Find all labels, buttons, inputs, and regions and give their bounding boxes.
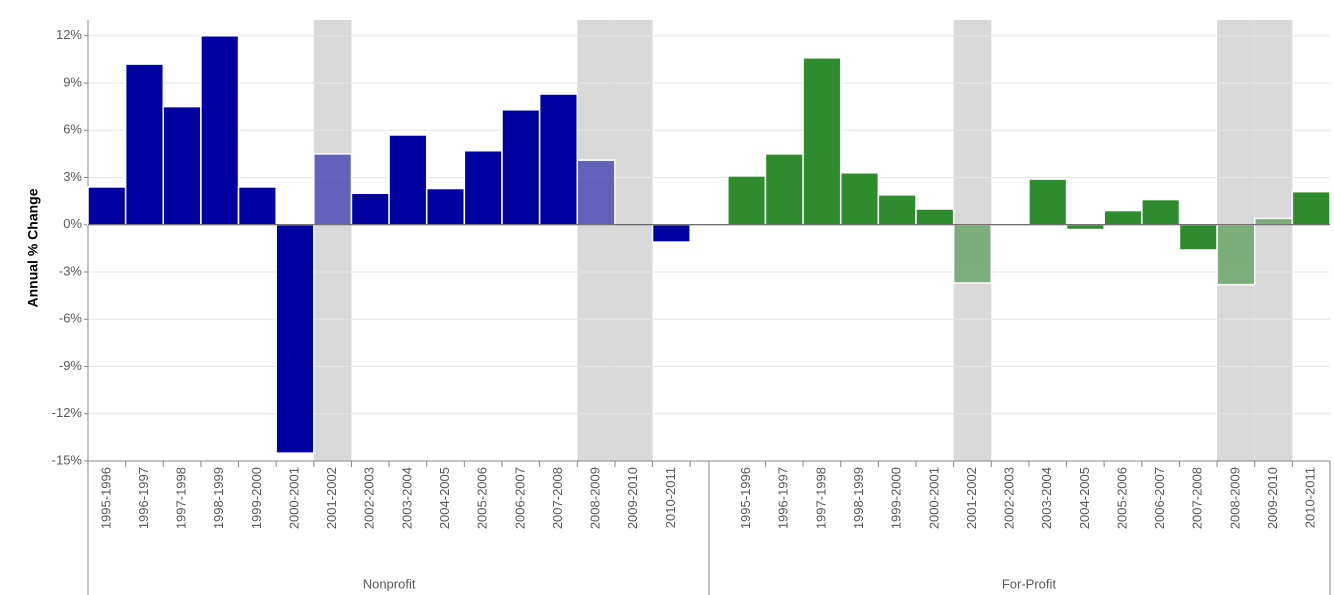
group-label: For-Profit [1002, 576, 1057, 591]
recession-shade [614, 20, 653, 461]
x-tick-label: 2004-2005 [1077, 467, 1092, 529]
bar [501, 109, 541, 226]
bar [313, 153, 353, 226]
y-tick-label: 6% [63, 122, 82, 137]
bar [1028, 178, 1068, 226]
bar [877, 194, 917, 226]
x-tick-label: 1995-1996 [738, 467, 753, 529]
x-tick-label: 2008-2009 [1227, 467, 1242, 529]
y-tick-label: -6% [59, 311, 83, 326]
y-tick-label: 3% [63, 169, 82, 184]
bar [425, 187, 466, 226]
x-tick-label: 2002-2003 [1002, 467, 1017, 529]
recession-shade [577, 20, 615, 461]
y-tick-label: -9% [59, 358, 83, 373]
y-tick-label: -12% [52, 405, 83, 420]
x-tick-label: 2008-2009 [588, 467, 603, 529]
bar [915, 208, 955, 226]
x-tick-label: 1996-1997 [136, 467, 151, 529]
bar [1103, 209, 1143, 226]
group-label: Nonprofit [363, 576, 416, 591]
bar [388, 134, 428, 226]
x-tick-label: 2005-2006 [1114, 467, 1129, 529]
x-tick-label: 1999-2000 [889, 467, 904, 529]
bar [1178, 224, 1218, 251]
bar [1065, 224, 1105, 231]
x-tick-label: 1998-1999 [211, 467, 226, 529]
bar [463, 149, 503, 226]
bar [162, 105, 202, 226]
bar [727, 175, 767, 226]
x-tick-label: 1999-2000 [249, 467, 264, 529]
bar [538, 93, 579, 226]
x-tick-label: 2006-2007 [512, 467, 527, 529]
bar [1216, 224, 1256, 286]
bar [576, 159, 616, 226]
x-tick-label: 1996-1997 [776, 467, 791, 529]
x-tick-label: 1997-1998 [174, 467, 189, 529]
bar [764, 153, 804, 226]
x-tick-label: 1995-1996 [98, 467, 113, 529]
bar [651, 224, 691, 243]
y-tick-label: 0% [63, 216, 82, 231]
bar [952, 224, 993, 284]
bar [87, 186, 127, 226]
x-tick-label: 2000-2001 [286, 467, 301, 529]
bar [200, 35, 240, 226]
x-tick-label: 2006-2007 [1152, 467, 1167, 529]
x-tick-label: 2009-2010 [625, 467, 640, 529]
x-tick-label: 2003-2004 [1039, 467, 1054, 529]
y-tick-label: 9% [63, 74, 82, 89]
x-tick-label: 2007-2008 [1190, 467, 1205, 529]
x-tick-label: 2010-2011 [663, 467, 678, 528]
x-tick-label: 2002-2003 [362, 467, 377, 529]
y-tick-label: -3% [59, 263, 83, 278]
x-tick-label: 1997-1998 [813, 467, 828, 529]
bar [350, 192, 390, 226]
y-tick-label: -15% [52, 452, 83, 467]
x-tick-label: 2001-2002 [964, 467, 979, 529]
bar [839, 172, 880, 226]
x-tick-label: 2010-2011 [1303, 467, 1318, 528]
bar [1291, 190, 1331, 226]
x-tick-label: 2005-2006 [475, 467, 490, 529]
recession-shade [313, 20, 352, 461]
recession-shade [1254, 20, 1293, 461]
x-tick-label: 2004-2005 [437, 467, 452, 529]
bar [1141, 198, 1181, 226]
bar [275, 224, 315, 454]
x-tick-label: 2009-2010 [1265, 467, 1280, 529]
x-tick-label: 2001-2002 [324, 467, 339, 529]
x-tick-label: 2007-2008 [550, 467, 565, 529]
x-tick-label: 2000-2001 [926, 467, 941, 529]
y-tick-label: 12% [56, 27, 82, 42]
bar [802, 57, 842, 226]
bar [1253, 217, 1294, 226]
bar [237, 186, 277, 226]
bar [124, 63, 165, 226]
y-axis-label: Annual % Change [25, 188, 41, 307]
x-tick-label: 2003-2004 [399, 467, 414, 529]
x-tick-label: 1998-1999 [851, 467, 866, 529]
